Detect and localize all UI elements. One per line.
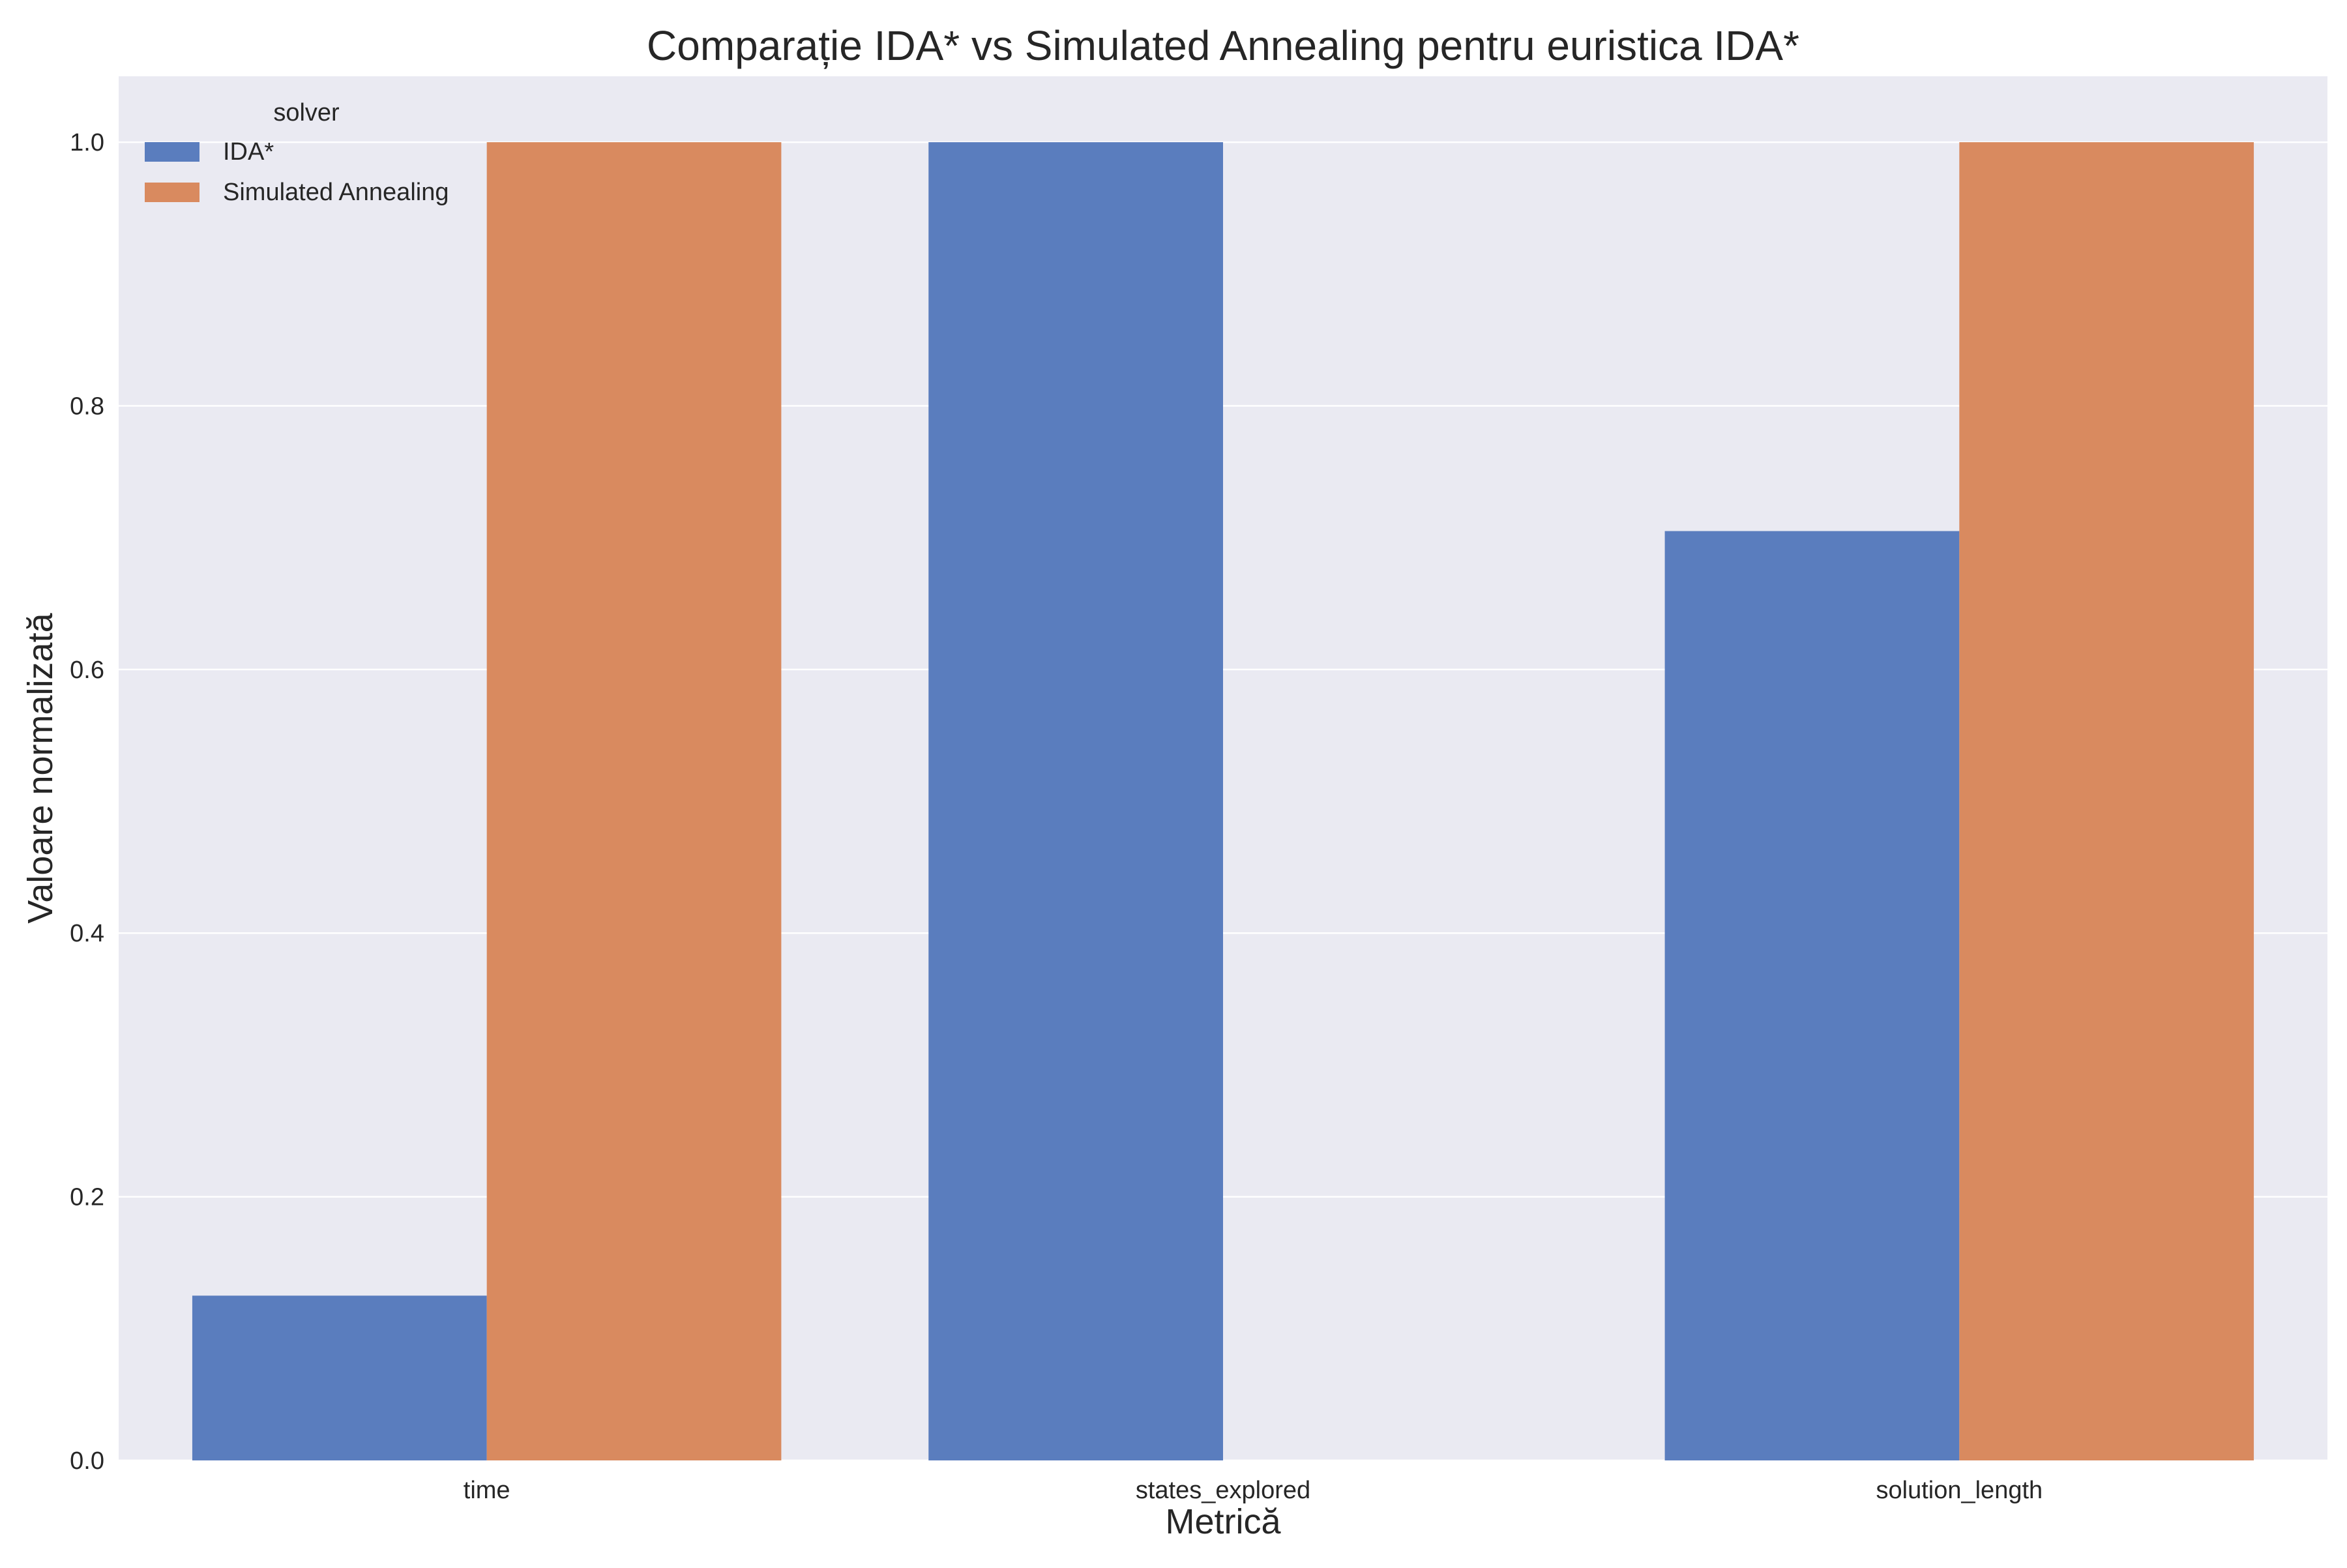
y-tick-label: 0.8 xyxy=(70,392,104,420)
legend-title: solver xyxy=(273,99,340,126)
y-tick-label: 1.0 xyxy=(70,129,104,156)
legend-swatch xyxy=(145,183,199,202)
y-tick-label: 0.4 xyxy=(70,920,104,947)
bar-solution_length-ida xyxy=(1664,531,1960,1460)
x-tick-label: solution_length xyxy=(1876,1477,2043,1504)
x-tick-label: states_explored xyxy=(1136,1477,1310,1504)
x-axis-ticks: time states_explored solution_length xyxy=(464,1477,2043,1504)
y-axis-ticks: 0.0 0.2 0.4 0.6 0.8 1.0 xyxy=(70,129,104,1475)
y-tick-label: 0.0 xyxy=(70,1447,104,1475)
bar-time-ida xyxy=(192,1295,487,1460)
bar-solution_length-simulated-annealing xyxy=(1959,142,2254,1461)
legend-label: Simulated Annealing xyxy=(223,179,449,206)
y-axis-label: Valoare normalizată xyxy=(21,612,60,923)
legend-label: IDA* xyxy=(223,138,274,166)
y-tick-label: 0.6 xyxy=(70,657,104,684)
legend: solver IDA* Simulated Annealing xyxy=(145,99,449,206)
bar-states_explored-ida xyxy=(928,142,1223,1461)
chart-title: Comparație IDA* vs Simulated Annealing p… xyxy=(647,22,1799,69)
bar-time-simulated-annealing xyxy=(486,142,782,1461)
bars xyxy=(192,142,2254,1461)
y-tick-label: 0.2 xyxy=(70,1184,104,1211)
x-axis-label: Metrică xyxy=(1165,1502,1281,1541)
x-tick-label: time xyxy=(464,1477,510,1504)
legend-swatch xyxy=(145,142,199,162)
